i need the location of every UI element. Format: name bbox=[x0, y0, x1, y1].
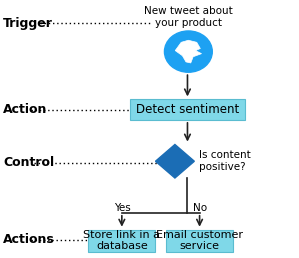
Text: Action: Action bbox=[3, 103, 47, 116]
Text: Store link in a
database: Store link in a database bbox=[83, 230, 160, 251]
Circle shape bbox=[164, 31, 212, 72]
FancyBboxPatch shape bbox=[130, 99, 245, 120]
Text: No: No bbox=[193, 203, 207, 213]
Text: Control: Control bbox=[3, 156, 54, 169]
Polygon shape bbox=[155, 144, 194, 178]
Text: Actions: Actions bbox=[3, 233, 55, 246]
Text: Email customer
service: Email customer service bbox=[156, 230, 243, 251]
PathPatch shape bbox=[175, 40, 202, 63]
Text: Detect sentiment: Detect sentiment bbox=[136, 103, 239, 116]
Text: New tweet about
your product: New tweet about your product bbox=[144, 6, 233, 28]
Text: Is content
positive?: Is content positive? bbox=[199, 150, 251, 172]
Text: Trigger: Trigger bbox=[3, 17, 53, 30]
FancyBboxPatch shape bbox=[88, 230, 155, 252]
FancyBboxPatch shape bbox=[166, 230, 233, 252]
Text: Yes: Yes bbox=[114, 203, 130, 213]
